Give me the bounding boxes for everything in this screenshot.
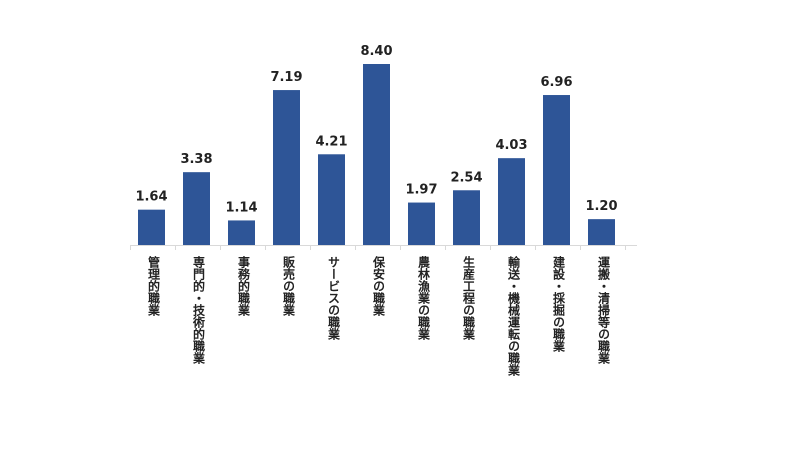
bar	[408, 202, 435, 245]
value-label: 1.64	[135, 190, 167, 205]
category-label: 事務的職業	[236, 256, 251, 316]
bar	[318, 154, 345, 245]
bar	[363, 64, 390, 245]
bar	[588, 219, 615, 245]
category-label: サービスの職業	[326, 256, 341, 340]
bar	[228, 220, 255, 245]
category-label: 保安の職業	[371, 256, 386, 316]
value-labels: 1.64 3.38 1.14 7.19 4.21 8.40 1.97 2.54 4.03 6.96…	[135, 44, 617, 215]
bar	[453, 190, 480, 245]
value-label: 2.54	[450, 170, 482, 185]
bar	[138, 209, 165, 245]
value-label: 1.14	[225, 200, 257, 215]
category-label: 専門的・技術的職業	[191, 256, 206, 364]
category-label: 輸送・機械運転の職業	[506, 256, 521, 376]
category-label: 運搬・清掃等の職業	[596, 256, 611, 364]
value-label: 3.38	[180, 152, 212, 167]
value-label: 1.20	[585, 199, 617, 214]
bar	[543, 95, 570, 246]
bars	[138, 64, 615, 246]
value-label: 7.19	[270, 70, 302, 85]
value-label: 4.03	[495, 138, 527, 153]
category-label: 建設・採掘の職業	[551, 256, 566, 352]
bar	[498, 158, 525, 245]
category-label: 販売の職業	[281, 256, 296, 316]
value-label: 1.97	[405, 183, 437, 198]
bar	[183, 172, 210, 245]
value-label: 4.21	[315, 134, 347, 149]
x-axis	[130, 245, 637, 250]
value-label: 6.96	[540, 75, 572, 90]
category-label: 農林漁業の職業	[416, 256, 431, 340]
value-label: 8.40	[360, 44, 392, 59]
category-label: 生産工程の職業	[461, 256, 476, 340]
bar	[273, 90, 300, 245]
category-label: 管理的職業	[146, 256, 161, 316]
